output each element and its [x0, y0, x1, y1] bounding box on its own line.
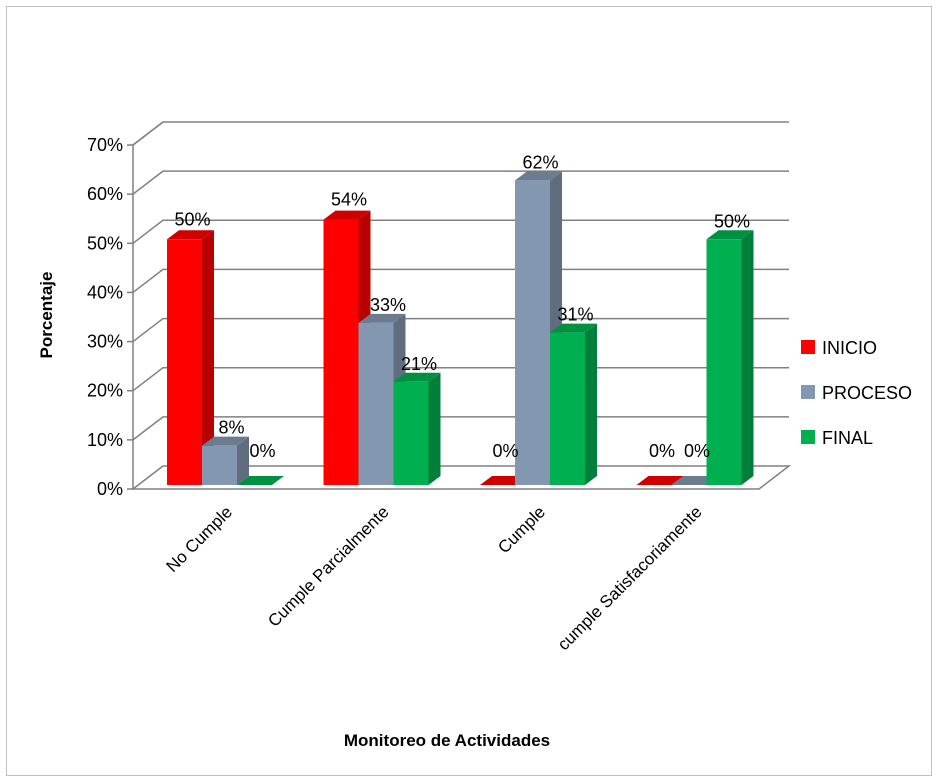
legend-item-inicio: INICIO	[801, 338, 877, 358]
gridline	[132, 121, 789, 146]
data-label: 50%	[714, 211, 750, 231]
data-label: 0%	[684, 441, 710, 461]
data-label: 0%	[249, 441, 275, 461]
legend-label: INICIO	[822, 338, 877, 358]
legend-swatch	[801, 340, 815, 354]
legend: INICIO PROCESO FINAL	[801, 338, 912, 448]
legend-item-final: FINAL	[801, 428, 873, 448]
gridline	[132, 219, 789, 244]
y-tick-label: 20%	[87, 381, 123, 401]
legend-swatch	[801, 430, 815, 444]
data-label: 21%	[401, 354, 437, 374]
legend-label: PROCESO	[822, 383, 912, 403]
gridlines	[132, 121, 789, 441]
x-category-label: Cumple	[494, 502, 549, 557]
data-label: 50%	[174, 209, 210, 229]
data-label: 31%	[557, 305, 593, 325]
bar-final-3	[706, 230, 754, 485]
data-label: 54%	[331, 190, 367, 210]
data-label: 0%	[492, 441, 518, 461]
x-category-label: cumple Satisfacoriamente	[554, 502, 706, 654]
bar-proceso-0	[202, 436, 249, 485]
bars	[167, 171, 754, 486]
gridline	[132, 366, 789, 392]
x-axis-categories: No Cumple Cumple Parcialmente Cumple cumple…	[163, 502, 706, 654]
y-tick-label: 60%	[87, 184, 123, 204]
legend-swatch	[801, 385, 815, 399]
bar-inicio-0	[167, 230, 214, 485]
y-tick-label: 30%	[87, 332, 123, 352]
gridline	[132, 317, 789, 343]
data-label: 8%	[218, 418, 244, 438]
legend-label: FINAL	[822, 428, 873, 448]
legend-item-proceso: PROCESO	[801, 383, 912, 403]
bar-final-0	[237, 476, 284, 485]
floor	[130, 465, 792, 490]
bar-proceso-2	[515, 171, 562, 486]
data-label: 0%	[649, 441, 675, 461]
chart-frame	[6, 6, 932, 776]
y-tick-label: 50%	[87, 233, 123, 253]
x-category-label: Cumple Parcialmente	[264, 502, 392, 630]
x-axis-title: Monitoreo de Actividades	[344, 731, 550, 750]
bar-final-1	[393, 372, 441, 485]
data-label: 33%	[370, 295, 406, 315]
y-tick-label: 0%	[97, 479, 123, 499]
y-axis-title: Porcentaje	[37, 272, 56, 359]
data-labels: 50%8%0%54%33%21%0%62%31%0% 0%50%	[174, 152, 750, 461]
gridline	[132, 268, 789, 294]
y-tick-label: 70%	[87, 135, 123, 155]
x-category-label: No Cumple	[163, 502, 237, 576]
y-tick-label: 10%	[87, 430, 123, 450]
y-tick-label: 40%	[87, 282, 123, 302]
y-axis-ticks: 0% 10% 20% 30% 40% 50% 60% 70%	[87, 135, 133, 499]
bar-inicio-3	[636, 476, 684, 485]
gridline	[132, 170, 789, 195]
data-label: 62%	[522, 152, 558, 172]
bar-final-2	[550, 323, 597, 485]
